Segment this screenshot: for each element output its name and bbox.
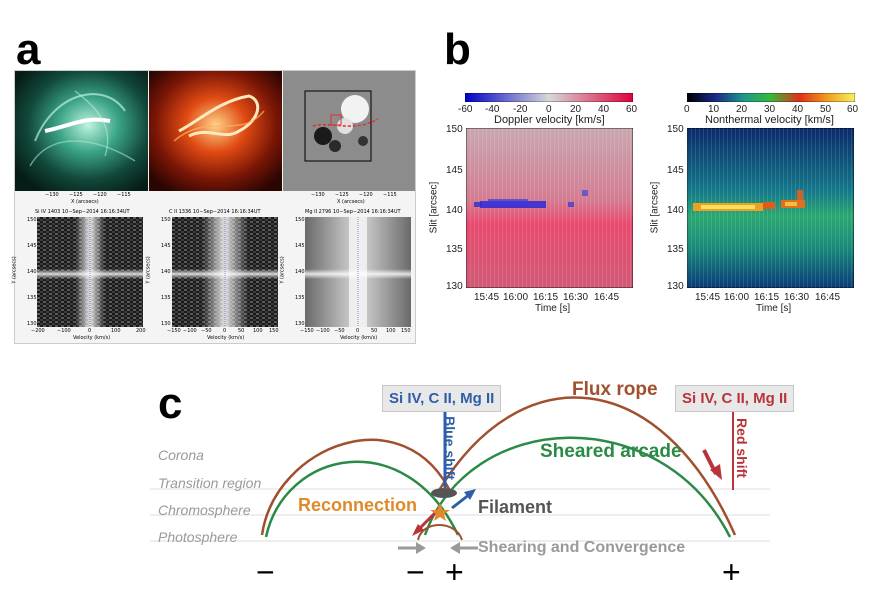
nonthermal-plot	[687, 128, 854, 288]
panel-a-letter: a	[16, 25, 41, 74]
spectrum-mg-ii	[305, 217, 411, 327]
spectrum-title-si: Si IV 1403 10−Sep−2014 16:16:34UT	[35, 209, 130, 215]
shearing-label: Shearing and Convergence	[478, 539, 686, 556]
polarity-minus-left: −	[256, 554, 275, 590]
layer-corona: Corona	[158, 447, 204, 463]
polarity-plus-right: +	[722, 554, 741, 590]
spectrum-c-ii	[172, 217, 278, 327]
flux-rope-right-loop	[436, 396, 737, 536]
polarity-minus-center: −	[406, 554, 425, 590]
aia-red-image	[149, 71, 282, 191]
red-shift-label: Red shift	[733, 418, 750, 478]
polarity-plus-center: +	[445, 554, 464, 590]
blue-shift-label: Blue shift	[441, 416, 458, 480]
filament-blob	[431, 488, 457, 498]
layer-photosphere: Photosphere	[158, 529, 238, 545]
panel-b-letter: b	[444, 25, 471, 74]
sheared-arcade-label: Sheared arcade	[540, 441, 682, 462]
panel-c-letter: c	[158, 379, 183, 428]
flux-rope-left-loop	[260, 438, 454, 536]
nonthermal-cbar-label: Nonthermal velocity [km/s]	[705, 114, 834, 126]
reconnection-label: Reconnection	[298, 495, 418, 515]
spectrum-si-iv	[37, 217, 143, 327]
spectrum-title-c: C II 1336 10−Sep−2014 16:16:34UT	[169, 209, 261, 215]
blue-spectral-box: Si IV, C II, Mg II	[382, 385, 502, 412]
nonthermal-xlabel: Time [s]	[756, 303, 792, 314]
flux-rope-label: Flux rope	[572, 379, 658, 400]
red-spectral-box: Si IV, C II, Mg II	[675, 385, 795, 412]
magnetogram-image	[283, 71, 415, 191]
layer-chromosphere: Chromosphere	[158, 502, 251, 518]
doppler-xlabel: Time [s]	[535, 303, 571, 314]
panel-a-frame: −130 −125 −120 −115 X (arcsecs) −130 −12…	[12, 70, 416, 344]
doppler-cbar-label: Doppler velocity [km/s]	[494, 114, 605, 126]
doppler-colorbar	[465, 93, 633, 102]
nonthermal-colorbar	[687, 93, 855, 102]
filament-label: Filament	[478, 497, 553, 517]
layer-transition: Transition region	[158, 475, 262, 491]
spectrum-title-mg: Mg II 2796 10−Sep−2014 16:16:34UT	[305, 209, 401, 215]
doppler-plot	[466, 128, 633, 288]
aia-green-image	[15, 71, 148, 191]
arcade-left-loop	[264, 460, 460, 538]
